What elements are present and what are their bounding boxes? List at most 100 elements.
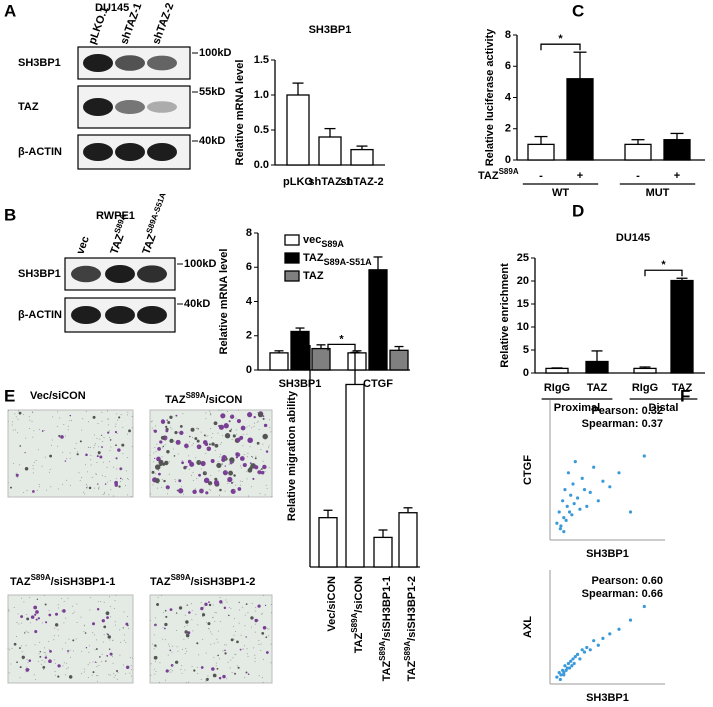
- pore: [88, 421, 90, 423]
- x-tick-label: +: [674, 170, 680, 182]
- pore: [119, 629, 121, 631]
- point: [555, 675, 559, 679]
- pore: [25, 437, 27, 439]
- pore: [173, 440, 175, 442]
- pore: [102, 441, 104, 443]
- pore: [35, 678, 37, 680]
- pore: [202, 638, 204, 640]
- pore: [131, 657, 133, 659]
- pore: [184, 614, 186, 616]
- cell: [224, 652, 227, 655]
- pore: [187, 681, 189, 683]
- pore: [184, 653, 186, 655]
- pore: [198, 461, 200, 463]
- pore: [59, 436, 61, 438]
- legend-label: TAZ: [303, 270, 324, 282]
- pore: [126, 414, 128, 416]
- pore: [74, 448, 76, 450]
- pore: [26, 490, 28, 492]
- cell: [214, 443, 219, 448]
- pore: [90, 464, 92, 466]
- point: [642, 454, 646, 458]
- pore: [236, 665, 238, 667]
- cell: [68, 675, 73, 679]
- cell: [169, 438, 174, 443]
- pore: [121, 479, 123, 481]
- pore: [125, 666, 127, 668]
- pore: [270, 603, 272, 605]
- significance-bracket: [540, 43, 581, 51]
- bar: [670, 279, 694, 374]
- pore: [257, 411, 259, 413]
- pore: [249, 446, 251, 448]
- cell: [252, 477, 255, 480]
- pore: [45, 489, 47, 491]
- pore: [232, 657, 234, 659]
- pore: [216, 638, 218, 640]
- pore: [116, 433, 118, 435]
- pore: [202, 488, 204, 490]
- pore: [251, 486, 253, 488]
- pore: [87, 664, 89, 666]
- cell: [179, 424, 183, 428]
- pore: [52, 416, 54, 418]
- pore: [251, 456, 253, 458]
- pore: [127, 411, 129, 413]
- pore: [161, 594, 163, 596]
- pore: [171, 428, 173, 430]
- cell: [204, 602, 208, 606]
- cell: [242, 462, 247, 468]
- text-part: TAZ: [303, 270, 324, 282]
- cell: [15, 473, 19, 477]
- pore: [235, 654, 237, 656]
- blot-band: [83, 54, 113, 72]
- pore: [131, 675, 133, 677]
- cell: [122, 627, 124, 629]
- cell: [79, 440, 82, 443]
- pore: [102, 461, 104, 463]
- pore: [190, 603, 192, 605]
- pore: [123, 611, 125, 613]
- text-part: TAZ: [478, 170, 499, 182]
- text-part: TAZ: [165, 394, 186, 406]
- significance-label: *: [661, 259, 666, 271]
- pore: [43, 668, 45, 670]
- pore: [97, 680, 99, 682]
- pore: [127, 433, 129, 435]
- pore: [228, 463, 230, 465]
- point: [567, 666, 572, 670]
- pore: [258, 443, 260, 445]
- pore: [210, 643, 212, 645]
- pore: [200, 601, 202, 603]
- pore: [257, 420, 259, 422]
- point: [567, 510, 572, 514]
- cell: [120, 477, 122, 480]
- pore: [25, 644, 27, 646]
- pore: [240, 467, 242, 469]
- text-part: S89A: [350, 612, 359, 632]
- cell: [85, 647, 88, 649]
- pore: [7, 420, 9, 422]
- cell: [169, 415, 173, 419]
- pore: [212, 604, 214, 606]
- cell: [164, 627, 166, 630]
- cell: [211, 442, 215, 446]
- pore: [31, 421, 33, 423]
- cell: [28, 659, 32, 662]
- marker-label: 100kD: [184, 258, 216, 270]
- point: [582, 488, 587, 492]
- pore: [21, 651, 23, 653]
- point: [569, 493, 573, 497]
- pore: [262, 460, 264, 462]
- pore: [67, 425, 69, 427]
- point: [562, 671, 566, 675]
- cell: [249, 462, 252, 465]
- pore: [180, 669, 182, 671]
- pore: [23, 492, 25, 494]
- pore: [65, 479, 67, 481]
- pore: [120, 641, 122, 643]
- pore: [29, 622, 31, 624]
- pore: [86, 471, 88, 473]
- pore: [205, 452, 207, 454]
